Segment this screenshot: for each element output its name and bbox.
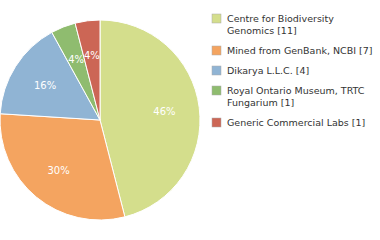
data-labels: 46% 30% 16% 4%4% [34, 50, 176, 176]
legend-label: Generic Commercial Labs [1] [227, 117, 365, 128]
chart: 46% 30% 16% 4%4% Centre for BiodiversityGeno… [0, 0, 380, 240]
data-label: 4% [84, 50, 100, 61]
legend-swatch [212, 66, 221, 75]
legend-swatch [212, 118, 221, 127]
legend-swatch [212, 14, 221, 23]
data-label: 30% [47, 165, 69, 176]
slice [0, 114, 125, 220]
slice [75, 20, 100, 120]
data-label: 4% [68, 54, 84, 65]
legend-swatch [212, 46, 221, 55]
data-label: 16% [34, 80, 56, 91]
pie [0, 20, 200, 220]
data-label: 46% [153, 106, 175, 117]
legend-swatch [212, 86, 221, 95]
legend-label: Centre for BiodiversityGenomics [11] [227, 13, 334, 36]
legend-label: Dikarya L.L.C. [4] [227, 65, 309, 76]
legend: Centre for BiodiversityGenomics [11] Mine… [212, 13, 373, 128]
legend-label: Mined from GenBank, NCBI [7] [227, 45, 373, 56]
legend-label: Royal Ontario Museum, TRTCFungarium [1] [227, 85, 365, 108]
